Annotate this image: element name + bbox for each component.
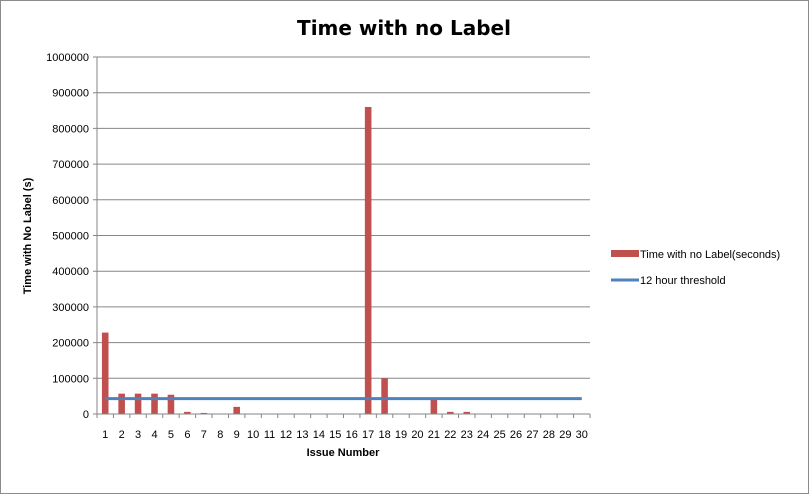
bar: [134, 393, 142, 414]
y-tick-label: 600000: [52, 195, 89, 207]
y-tick-label: 0: [83, 409, 89, 421]
x-tick-label: 5: [168, 429, 174, 441]
x-tick-label: 4: [151, 429, 157, 441]
x-tick-label: 16: [346, 429, 358, 441]
y-axis-ticks: 0 100000 200000 300000 400000 500000 600000 700…: [46, 52, 89, 421]
y-tick-label: 700000: [52, 159, 89, 171]
y-tick-label: 200000: [52, 338, 89, 350]
x-tick-label: 12: [280, 429, 292, 441]
x-tick-label: 1: [102, 429, 108, 441]
y-tick-label: 900000: [52, 88, 89, 100]
x-tick-label: 26: [510, 429, 522, 441]
x-tick-label: 6: [184, 429, 190, 441]
x-tick-label: 8: [217, 429, 223, 441]
legend-label: Time with no Label(seconds): [640, 249, 780, 261]
x-tick-label: 14: [313, 429, 325, 441]
bar: [430, 399, 438, 414]
x-tick-label: 19: [395, 429, 407, 441]
y-tick-label: 300000: [52, 302, 89, 314]
x-tick-label: 23: [461, 429, 473, 441]
bar: [167, 394, 175, 414]
bar: [151, 393, 158, 414]
x-axis-ticks: 1 2 3 4 5 6 7 8 9 10 11 12 13 14 15 16 17 18 19 20 21 22 23 24 2…: [102, 429, 588, 441]
x-tick-label: 20: [411, 429, 423, 441]
legend-label: 12 hour threshold: [640, 275, 726, 287]
axes: [96, 57, 591, 418]
x-tick-label: 24: [477, 429, 489, 441]
x-tick-label: 18: [378, 429, 390, 441]
y-tick-label: 100000: [52, 373, 89, 385]
bar: [381, 378, 388, 414]
bars: [101, 106, 471, 414]
x-tick-label: 3: [135, 429, 141, 441]
x-tick-label: 21: [428, 429, 440, 441]
legend-swatch-bar: [611, 250, 639, 257]
x-tick-label: 13: [296, 429, 308, 441]
x-tick-label: 15: [329, 429, 341, 441]
x-tick-label: 28: [543, 429, 555, 441]
y-tick-label: 1000000: [46, 52, 89, 64]
x-tick-label: 27: [526, 429, 538, 441]
y-tick-label: 800000: [52, 123, 89, 135]
x-tick-label: 11: [264, 429, 275, 441]
x-tick-label: 30: [576, 429, 588, 441]
x-tick-label: 22: [444, 429, 456, 441]
chart-title: Time with no Label: [297, 16, 511, 40]
x-tick-label: 17: [362, 429, 374, 441]
y-axis-title: Time with No Label (s): [22, 177, 34, 294]
bar: [200, 412, 208, 414]
x-tick-label: 29: [559, 429, 571, 441]
bar: [463, 411, 471, 414]
bar: [233, 406, 240, 414]
bar: [364, 106, 372, 414]
legend: Time with no Label(seconds) 12 hour thres…: [611, 249, 780, 287]
x-tick-label: 7: [201, 429, 207, 441]
x-tick-label: 10: [247, 429, 259, 441]
bar: [101, 332, 109, 414]
y-tick-label: 500000: [52, 231, 89, 243]
gridlines: [93, 56, 590, 415]
x-tick-label: 9: [234, 429, 240, 441]
bar: [184, 411, 191, 414]
bar: [447, 411, 454, 414]
bar: [118, 393, 125, 414]
y-tick-label: 400000: [52, 266, 89, 278]
x-tick-label: 25: [493, 429, 505, 441]
x-tick-label: 2: [119, 429, 125, 441]
x-axis-title: Issue Number: [307, 447, 380, 459]
